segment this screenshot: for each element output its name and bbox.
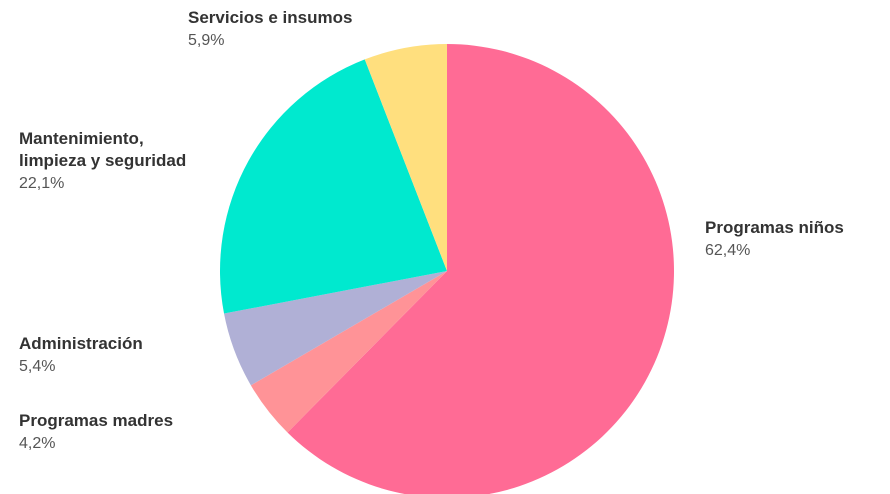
slice-value-0: 62,4% (705, 242, 750, 259)
slice-value-2: 5,4% (19, 358, 55, 375)
slice-name-3-line-0: Mantenimiento, (19, 129, 144, 148)
slice-name-4-line-0: Servicios e insumos (188, 8, 352, 27)
slice-label-2: Administración 5,4% (19, 334, 143, 375)
pie-slice-2 (224, 271, 447, 386)
slice-name-2-line-0: Administración (19, 334, 143, 353)
slice-value-3: 22,1% (19, 175, 64, 192)
pie-slice-1 (250, 271, 447, 433)
slice-labels: Programas niños 62,4% Programas madres 4,2%… (19, 8, 844, 452)
slice-label-1: Programas madres 4,2% (19, 411, 173, 452)
slice-name-3-line-1: limpieza y seguridad (19, 151, 186, 170)
slice-label-4: Servicios e insumos 5,9% (188, 8, 352, 49)
pie-slices (219, 44, 674, 494)
slice-label-0: Programas niños 62,4% (705, 218, 844, 259)
slice-name-1-line-0: Programas madres (19, 411, 173, 430)
slice-value-4: 5,9% (188, 32, 224, 49)
slice-label-3: Mantenimiento, limpieza y seguridad 22,1% (19, 129, 186, 192)
pie-slice-4 (364, 44, 447, 271)
pie-slice-3 (219, 59, 447, 314)
slice-name-0-line-0: Programas niños (705, 218, 844, 237)
slice-value-1: 4,2% (19, 435, 55, 452)
pie-slice-0 (287, 44, 674, 494)
